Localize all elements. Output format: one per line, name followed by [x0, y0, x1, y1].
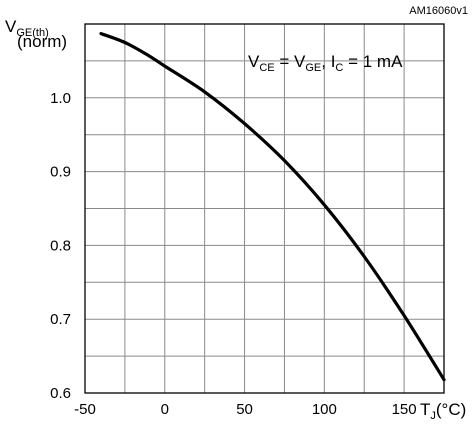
x-tick-labels: -50 0 50 100 150: [74, 401, 416, 418]
y-tick-label: 0.6: [50, 385, 71, 402]
x-axis-label: TJ(°C): [420, 400, 466, 422]
x-tick-label: 100: [312, 401, 337, 418]
y-tick-label: 0.7: [50, 311, 71, 328]
reference-id: AM16060v1: [409, 5, 468, 17]
x-tick-label: 0: [161, 401, 169, 418]
y-axis-label-unit: (norm): [17, 32, 67, 51]
series-line: [99, 32, 446, 382]
conditions-annotation: VCE = VGE, IC = 1 mA: [248, 52, 403, 74]
x-tick-label: 50: [236, 401, 253, 418]
x-tick-label: -50: [74, 401, 96, 418]
y-tick-labels: 0.6 0.7 0.8 0.9 1.0: [50, 90, 71, 402]
x-tick-label: 150: [392, 401, 417, 418]
y-axis-label: VGE(th): [5, 17, 49, 39]
y-tick-label: 0.9: [50, 164, 71, 181]
y-tick-label: 0.8: [50, 237, 71, 254]
plot-frame: [84, 23, 445, 394]
grid: [85, 24, 444, 393]
series-layer: [99, 32, 446, 382]
y-tick-label: 1.0: [50, 90, 71, 107]
